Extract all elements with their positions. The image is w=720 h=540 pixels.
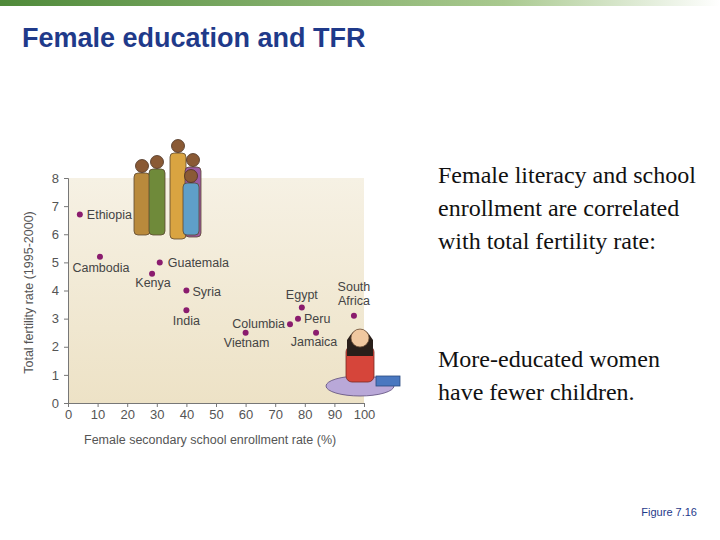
point-label: Jamaica — [291, 335, 338, 349]
y-tick: 2 — [52, 339, 68, 354]
y-tick-mark — [64, 178, 68, 179]
y-tick-label: 1 — [52, 368, 59, 383]
point — [287, 321, 293, 327]
y-tick: 0 — [52, 396, 68, 411]
x-tick: 0 — [65, 403, 72, 422]
bullet-text: Female literacy and schoolenrollment are… — [438, 162, 696, 254]
y-tick: 5 — [52, 255, 68, 270]
x-tick: 10 — [91, 403, 105, 422]
girl-hair — [347, 329, 373, 356]
point-label: India — [173, 314, 200, 328]
point-label: Kenya — [135, 276, 170, 290]
illustration-family — [134, 140, 201, 240]
point — [299, 304, 305, 310]
y-tick-label: 3 — [52, 311, 59, 326]
y-tick: 6 — [52, 227, 68, 242]
figure-head — [172, 140, 185, 153]
x-tick-label: 50 — [209, 407, 223, 422]
y-axis-title: Total fertility rate (1995-2000) — [22, 211, 36, 374]
point-label: Vietnam — [224, 336, 270, 350]
point-labels: Ethiopia Cambodia Kenya Guatemala Syria India… — [72, 208, 370, 350]
y-tick: 4 — [52, 283, 68, 298]
x-tick: 30 — [150, 403, 164, 422]
figure-body — [149, 169, 165, 235]
bullet-text: More-educated womenhave fewer children. — [438, 346, 660, 405]
point — [183, 288, 189, 294]
y-tick-label: 7 — [52, 199, 59, 214]
figure-head — [151, 156, 164, 169]
x-tick: 90 — [328, 403, 342, 422]
x-tick-label: 40 — [180, 407, 194, 422]
x-tick-label: 20 — [120, 407, 134, 422]
x-tick-label: 90 — [328, 407, 342, 422]
figure-head — [136, 160, 149, 173]
point — [77, 212, 83, 218]
y-tick: 3 — [52, 311, 68, 326]
figure-head — [185, 170, 198, 183]
y-tick-mark — [64, 347, 68, 348]
point — [183, 307, 189, 313]
top-bar — [0, 0, 720, 6]
y-tick: 7 — [52, 199, 68, 214]
point-label: Peru — [304, 312, 330, 326]
point-label: Syria — [192, 285, 221, 299]
figure-label: Figure 7.16 — [641, 506, 697, 518]
slide: Female education and TFR0102030405060708… — [0, 0, 720, 540]
y-tick-mark — [64, 375, 68, 376]
x-tick-label: 100 — [354, 407, 376, 422]
y-tick-mark — [64, 403, 68, 404]
plot-area — [68, 178, 364, 403]
figure-head — [187, 154, 200, 167]
y-tick-label: 5 — [52, 255, 59, 270]
y-tick-label: 2 — [52, 339, 59, 354]
x-tick-label: 70 — [268, 407, 282, 422]
figure-body — [134, 173, 150, 235]
x-tick: 60 — [239, 403, 253, 422]
girl-head — [351, 329, 369, 347]
point — [295, 316, 301, 322]
y-tick: 1 — [52, 368, 68, 383]
x-axis-title: Female secondary school enrollment rate … — [84, 433, 336, 447]
x-tick: 100 — [354, 403, 376, 422]
x-tick: 40 — [180, 403, 194, 422]
point-label: Ethiopia — [87, 208, 132, 222]
x-tick: 50 — [209, 403, 223, 422]
y-tick-mark — [64, 262, 68, 263]
x-tick-label: 60 — [239, 407, 253, 422]
title: Female education and TFR — [22, 23, 366, 53]
y-tick-label: 6 — [52, 227, 59, 242]
y-tick: 8 — [52, 171, 68, 186]
y-tick-mark — [64, 206, 68, 207]
x-axis: 0 10 20 30 40 50 60 70 80 90 100 — [65, 403, 375, 422]
point-label: Egypt — [286, 288, 318, 302]
y-tick-mark — [64, 234, 68, 235]
y-axis-line — [64, 179, 69, 404]
point — [351, 313, 357, 319]
x-tick-label: 0 — [65, 407, 72, 422]
figure-body — [183, 183, 199, 235]
x-tick-label: 30 — [150, 407, 164, 422]
y-tick-mark — [64, 291, 68, 292]
y-tick-label: 4 — [52, 283, 59, 298]
point-label: Cambodia — [72, 261, 129, 275]
x-tick: 70 — [268, 403, 282, 422]
girl-book — [376, 376, 400, 386]
point-label: Columbia — [232, 317, 285, 331]
point-label: Guatemala — [168, 256, 229, 270]
point-label: SouthAfrica — [338, 280, 371, 308]
x-tick: 80 — [298, 403, 312, 422]
point — [97, 254, 103, 260]
x-tick-label: 10 — [91, 407, 105, 422]
x-tick-label: 80 — [298, 407, 312, 422]
x-tick: 20 — [120, 403, 134, 422]
y-tick-label: 0 — [52, 396, 59, 411]
point — [157, 259, 163, 265]
y-tick-mark — [64, 319, 68, 320]
y-tick-label: 8 — [52, 171, 59, 186]
y-axis: 0 1 2 3 4 5 6 7 8 — [52, 171, 69, 411]
